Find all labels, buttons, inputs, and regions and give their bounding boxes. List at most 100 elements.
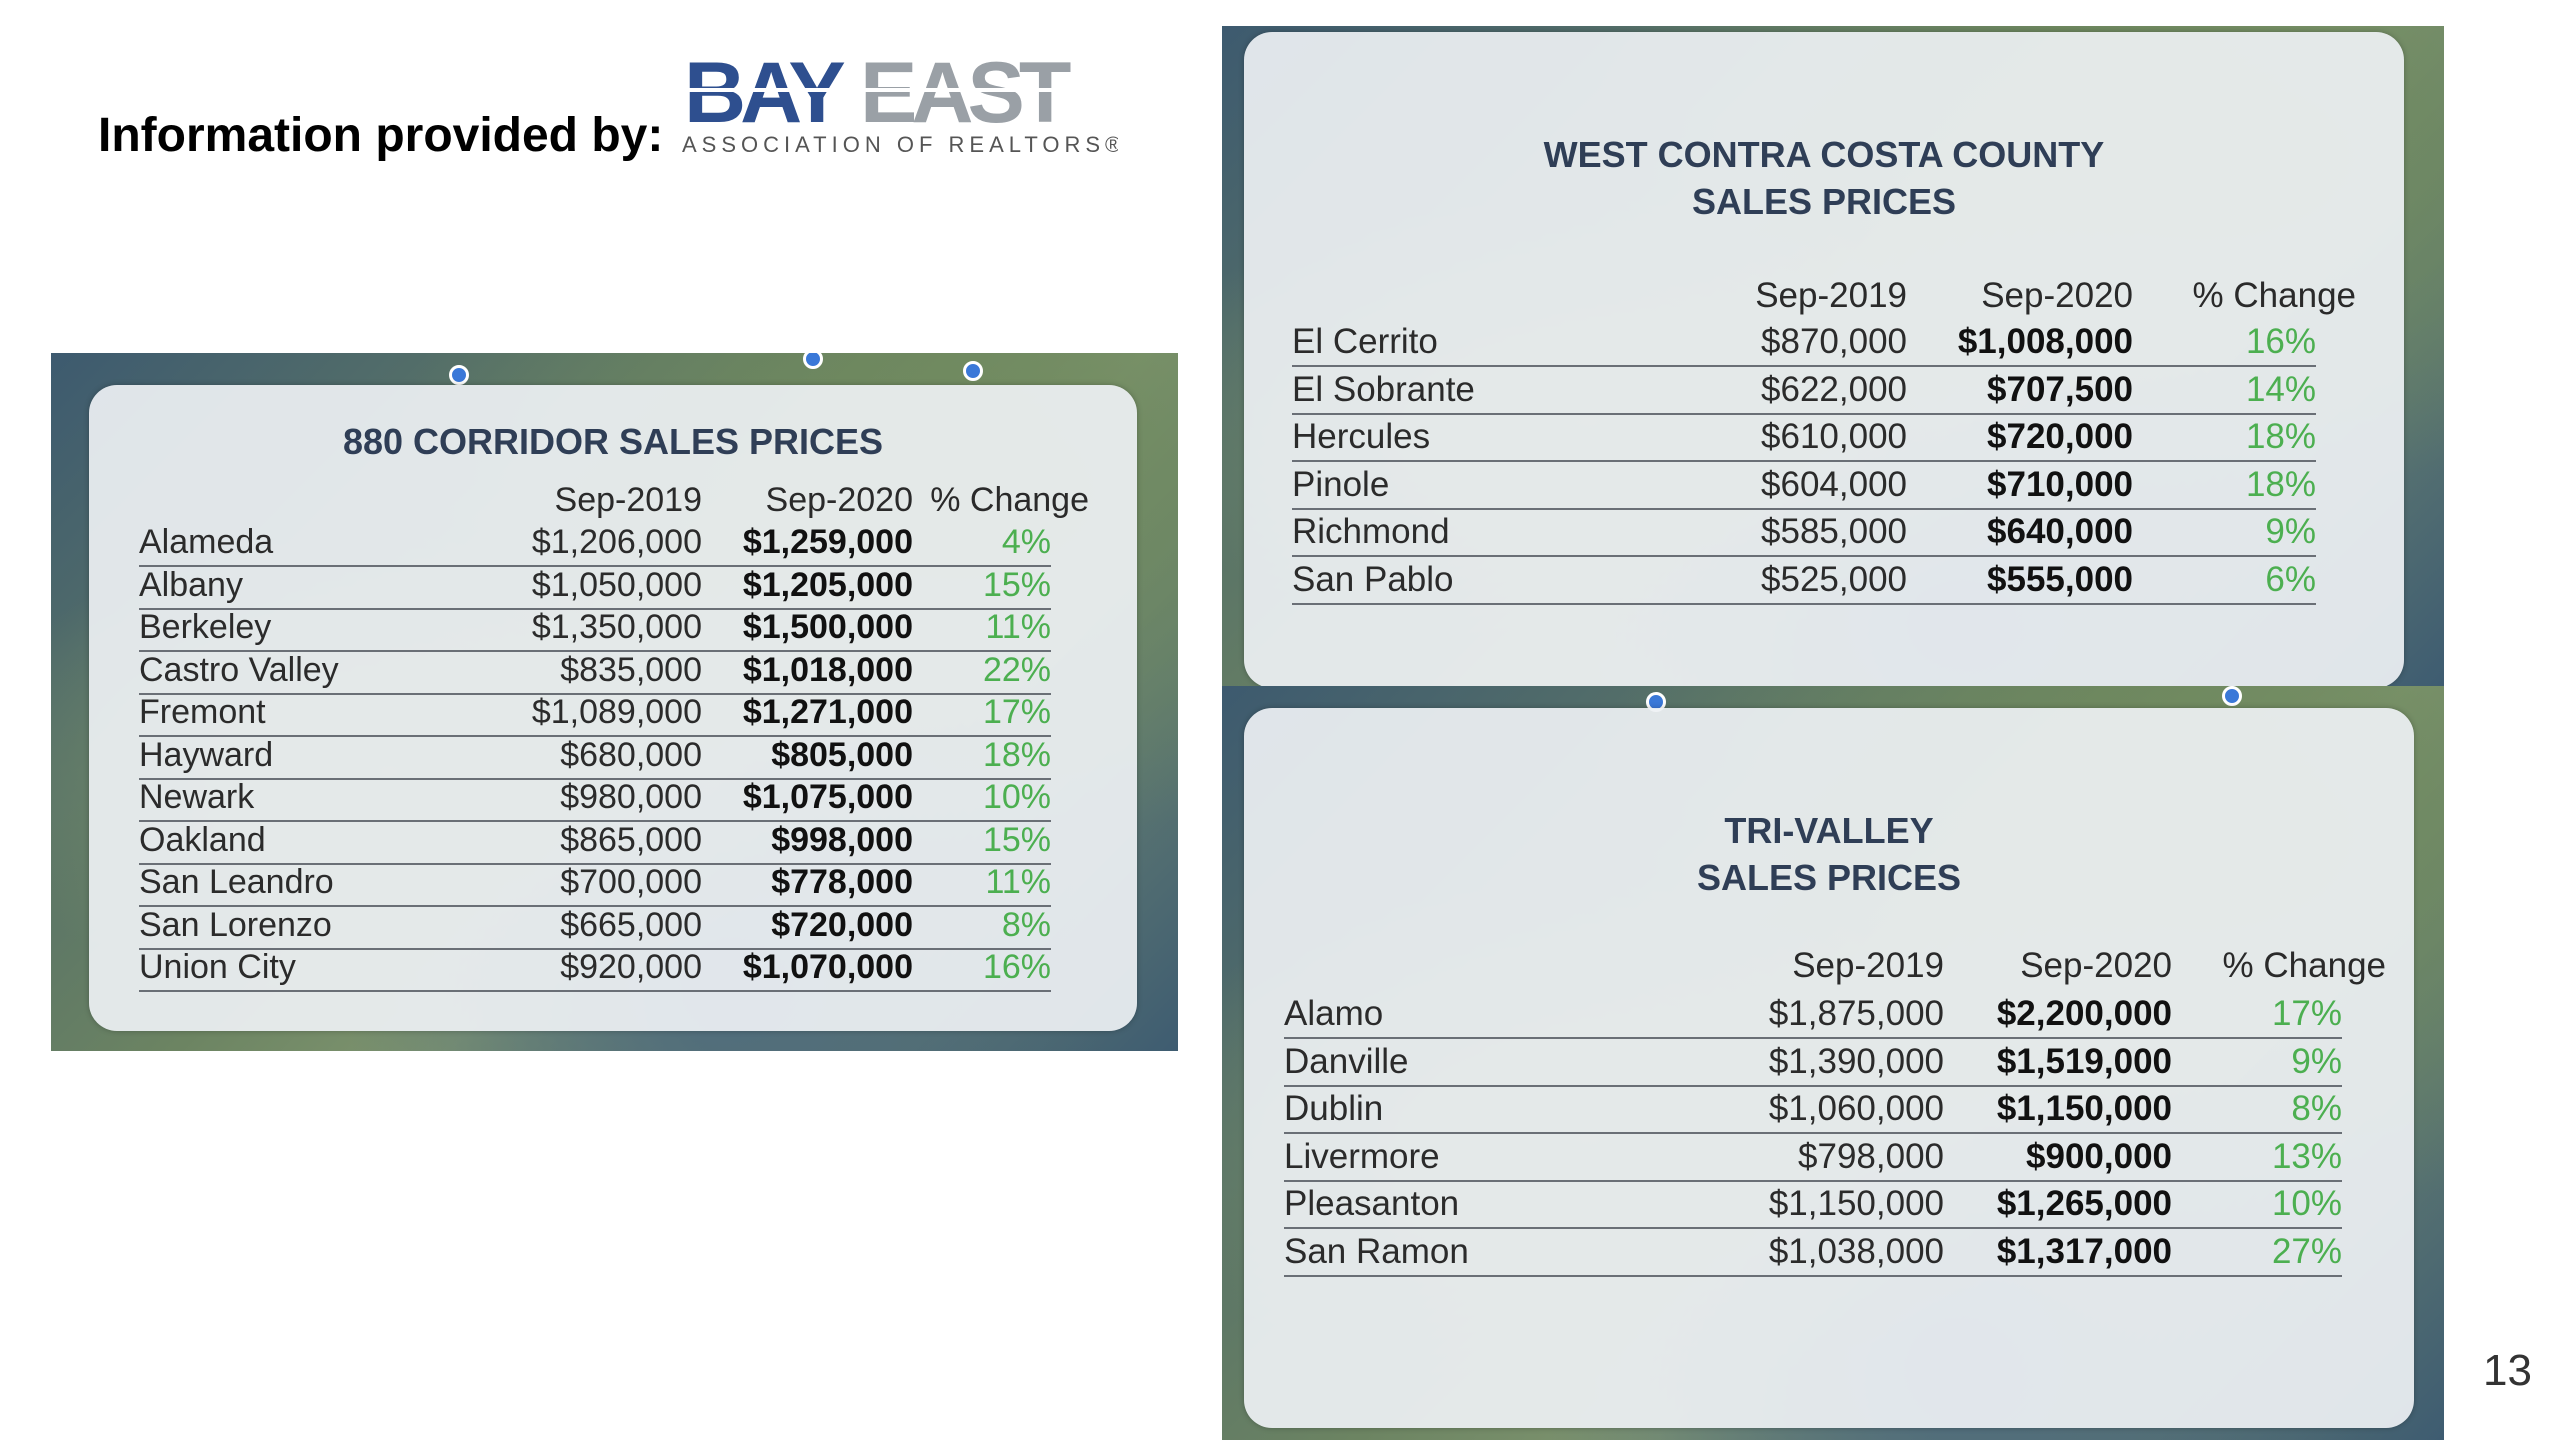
price-sep-2019: $1,150,000 [1768, 1184, 1944, 1223]
price-sep-2020: $1,070,000 [742, 948, 913, 986]
price-sep-2020: $2,200,000 [1996, 994, 2172, 1033]
table-row: Alamo $1,875,000 $2,200,000 17% [1244, 994, 2414, 1039]
svg-text:ASSOCIATION OF REALTORS®: ASSOCIATION OF REALTORS® [682, 132, 1118, 157]
row-divider [1284, 1227, 2342, 1229]
price-sep-2019: $1,390,000 [1768, 1041, 1944, 1081]
row-divider [1292, 365, 2316, 367]
city-name: Pinole [1292, 464, 1390, 504]
city-name: Oakland [139, 820, 266, 859]
table-row: Pleasanton $1,150,000 $1,265,000 10% [1244, 1184, 2414, 1229]
price-sep-2020: $900,000 [2026, 1136, 2172, 1176]
price-sep-2020: $778,000 [771, 863, 913, 901]
pct-change: 15% [982, 565, 1051, 604]
pct-change: 11% [985, 863, 1051, 901]
row-divider [139, 650, 1051, 652]
header-sep-2019: Sep-2019 [1792, 946, 1944, 985]
info-provided-label: Information provided by: [98, 109, 664, 162]
row-divider [1284, 1037, 2342, 1039]
price-sep-2020: $1,519,000 [1996, 1041, 2172, 1081]
tri-valley-map-panel: TRI-VALLEY SALES PRICES Sep-2019 Sep-2020… [1222, 686, 2444, 1440]
row-divider [139, 990, 1051, 992]
pct-change: 14% [2245, 369, 2316, 409]
city-name: Union City [139, 948, 296, 986]
row-divider [1292, 412, 2316, 415]
table-row: Richmond $585,000 $640,000 9% [1244, 512, 2404, 557]
city-name: Dublin [1284, 1089, 1384, 1128]
pct-change: 6% [2265, 559, 2316, 599]
price-sep-2020: $1,075,000 [742, 778, 913, 816]
price-sep-2020: $998,000 [771, 820, 913, 859]
price-sep-2020: $720,000 [771, 905, 913, 944]
pct-change: 10% [2271, 1184, 2342, 1223]
city-name: Danville [1284, 1041, 1409, 1081]
price-sep-2019: $980,000 [560, 778, 702, 816]
price-sep-2020: $1,205,000 [742, 565, 913, 604]
tri-valley-card: TRI-VALLEY SALES PRICES Sep-2019 Sep-2020… [1244, 708, 2414, 1428]
header-pct-change: % Change [2192, 276, 2356, 315]
price-sep-2020: $1,008,000 [1957, 322, 2133, 361]
bayeast-logo: BAY EAST ASSOCIATION OF REALTORS® [682, 48, 1118, 157]
map-pin-icon [2222, 686, 2242, 706]
city-name: Alamo [1284, 994, 1384, 1033]
header-pct-change: % Change [930, 481, 1089, 519]
price-sep-2019: $585,000 [1761, 512, 1907, 551]
table-row: El Cerrito $870,000 $1,008,000 16% [1244, 322, 2404, 367]
row-divider [1284, 1274, 2342, 1277]
city-name: El Sobrante [1292, 369, 1475, 409]
pct-change: 4% [1001, 523, 1051, 561]
row-divider [1292, 555, 2316, 557]
pct-change: 15% [982, 820, 1051, 859]
price-sep-2020: $1,500,000 [742, 608, 913, 646]
pct-change: 18% [982, 735, 1051, 774]
price-sep-2019: $665,000 [560, 905, 702, 944]
price-sep-2020: $710,000 [1987, 464, 2133, 504]
table-row: Fremont $1,089,000 $1,271,000 17% [89, 693, 1137, 737]
price-sep-2019: $610,000 [1761, 417, 1907, 456]
row-divider [1292, 602, 2316, 605]
price-sep-2019: $604,000 [1761, 464, 1907, 504]
price-sep-2020: $805,000 [771, 735, 913, 774]
price-sep-2019: $1,038,000 [1768, 1231, 1944, 1271]
price-sep-2019: $1,206,000 [531, 523, 702, 561]
west-contra-map-panel: WEST CONTRA COSTA COUNTY SALES PRICES Se… [1222, 26, 2444, 686]
row-divider [139, 862, 1051, 865]
pct-change: 18% [2245, 464, 2316, 504]
price-sep-2020: $640,000 [1987, 512, 2133, 551]
price-sep-2019: $835,000 [560, 650, 702, 689]
table-row: San Lorenzo $665,000 $720,000 8% [89, 906, 1137, 950]
header-sep-2020: Sep-2020 [765, 481, 913, 519]
corridor-map-panel: 880 CORRIDOR SALES PRICES Sep-2019 Sep-20… [51, 353, 1178, 1051]
table-row: Newark $980,000 $1,075,000 10% [89, 778, 1137, 822]
price-sep-2019: $1,089,000 [531, 693, 702, 731]
city-name: San Lorenzo [139, 905, 332, 944]
table-row: Union City $920,000 $1,070,000 16% [89, 948, 1137, 992]
city-name: El Cerrito [1292, 322, 1438, 361]
price-sep-2019: $870,000 [1761, 322, 1907, 361]
table-row: Albany $1,050,000 $1,205,000 15% [89, 566, 1137, 610]
price-sep-2020: $1,259,000 [742, 523, 913, 561]
table-row: Castro Valley $835,000 $1,018,000 22% [89, 651, 1137, 695]
row-divider [1292, 507, 2316, 510]
price-sep-2020: $1,271,000 [742, 693, 913, 731]
tri-valley-title-line1: TRI-VALLEY [1724, 810, 1934, 851]
city-name: Livermore [1284, 1136, 1440, 1176]
row-divider [1284, 1179, 2342, 1182]
price-sep-2019: $1,350,000 [531, 608, 702, 646]
table-row: Oakland $865,000 $998,000 15% [89, 821, 1137, 865]
header-sep-2019: Sep-2019 [554, 481, 702, 519]
city-name: Alameda [139, 523, 274, 561]
header-sep-2020: Sep-2020 [1981, 276, 2133, 315]
price-sep-2020: $1,317,000 [1996, 1231, 2172, 1271]
map-pin-icon [963, 361, 983, 381]
price-sep-2019: $680,000 [560, 735, 702, 774]
price-sep-2020: $1,018,000 [742, 650, 913, 689]
row-divider [1284, 1132, 2342, 1134]
row-divider [139, 565, 1051, 567]
price-sep-2019: $525,000 [1761, 559, 1907, 599]
price-sep-2019: $1,060,000 [1768, 1089, 1944, 1128]
pct-change: 13% [2271, 1136, 2342, 1176]
corridor-title: 880 CORRIDOR SALES PRICES [342, 421, 884, 462]
row-divider [1284, 1084, 2342, 1087]
svg-text:BAY: BAY [684, 48, 844, 141]
row-divider [139, 607, 1051, 610]
